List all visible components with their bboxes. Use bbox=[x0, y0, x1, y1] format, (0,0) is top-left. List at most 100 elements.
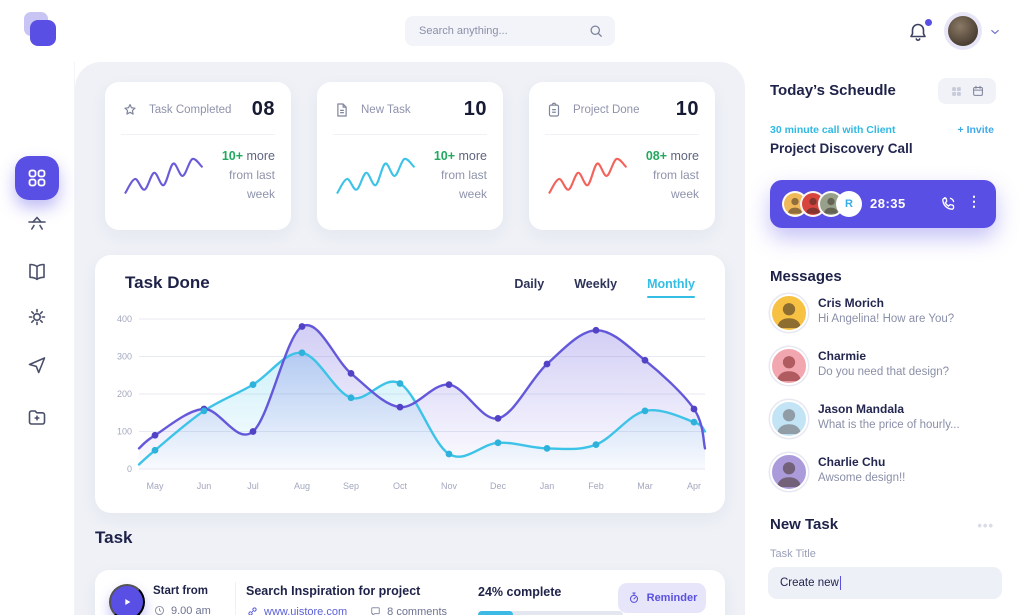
user-avatar[interactable] bbox=[944, 12, 982, 50]
stat-card-new-task: New Task 10 10+ more from last week bbox=[317, 82, 503, 230]
main-panel: Task Completed 08 10+ more from last wee… bbox=[75, 62, 745, 615]
task-title: Search Inspiration for project bbox=[246, 584, 421, 598]
schedule-subtitle: 30 minute call with Client bbox=[770, 124, 896, 136]
calendar-icon[interactable] bbox=[971, 84, 985, 98]
notifications-button[interactable] bbox=[906, 17, 934, 46]
delta-value: 10+ bbox=[221, 149, 244, 163]
task-comments[interactable]: 8 comments bbox=[369, 605, 447, 615]
schedule-title: Today’s Scheudle bbox=[770, 82, 896, 99]
clipboard-icon bbox=[545, 101, 563, 119]
right-sidebar: Today’s Scheudle 30 minute call with Cli… bbox=[745, 62, 1024, 615]
new-task-title: New Task bbox=[770, 516, 839, 533]
tab-monthly[interactable]: Monthly bbox=[647, 277, 695, 298]
call-more-icon[interactable]: ⋮ bbox=[967, 193, 982, 209]
task-title-input[interactable]: Create new bbox=[768, 567, 1002, 599]
svg-text:Sep: Sep bbox=[343, 481, 359, 491]
avatar bbox=[770, 453, 808, 491]
grid-view-icon[interactable] bbox=[950, 85, 963, 98]
active-call-bar[interactable]: R 28:35 ⋮ bbox=[770, 180, 996, 228]
divider bbox=[121, 134, 275, 135]
invite-button[interactable]: + Invite bbox=[957, 124, 994, 136]
cyan-series-point bbox=[690, 418, 698, 426]
purple-series-point bbox=[494, 414, 502, 422]
purple-series-point bbox=[249, 428, 257, 435]
cyan-series-point bbox=[445, 450, 453, 458]
stat-label: Project Done bbox=[573, 103, 640, 116]
message-item[interactable]: Jason Mandala What is the price of hourl… bbox=[770, 400, 1000, 444]
app-logo-icon[interactable] bbox=[18, 8, 62, 52]
folder-plus-icon bbox=[28, 410, 46, 425]
delta-rest: more bbox=[455, 149, 487, 163]
message-item[interactable]: Charmie Do you need that design? bbox=[770, 347, 1000, 391]
sparkline-row: 10+ more from last week bbox=[333, 147, 487, 204]
schedule-view-switcher[interactable] bbox=[938, 78, 996, 104]
profile-menu-chevron[interactable] bbox=[988, 25, 1002, 44]
search-input[interactable] bbox=[419, 25, 587, 37]
progress-bar bbox=[478, 611, 623, 615]
stat-value: 08 bbox=[251, 98, 275, 120]
sidebar-item-projects[interactable] bbox=[25, 405, 49, 429]
play-icon bbox=[125, 599, 131, 605]
cyan-series-point bbox=[347, 394, 355, 402]
avatar bbox=[770, 400, 808, 438]
avatar bbox=[770, 347, 808, 385]
person-silhouette-icon bbox=[805, 197, 821, 214]
play-button[interactable] bbox=[109, 584, 145, 615]
call-participants: R bbox=[782, 191, 862, 217]
svg-text:Jan: Jan bbox=[540, 481, 555, 491]
search-icon bbox=[587, 22, 605, 40]
delta-rest: more bbox=[667, 149, 699, 163]
avatar bbox=[770, 294, 808, 332]
sidebar-item-settings[interactable] bbox=[25, 305, 49, 329]
svg-text:Mar: Mar bbox=[637, 481, 653, 491]
stat-delta-text: 10+ more from last week bbox=[206, 147, 275, 204]
delta-value: 08+ bbox=[645, 149, 668, 163]
call-timer: 28:35 bbox=[870, 196, 906, 211]
purple-series-point bbox=[396, 403, 404, 411]
sparkline-chart bbox=[336, 158, 415, 195]
delta-sub: from last week bbox=[652, 168, 699, 201]
svg-text:May: May bbox=[146, 481, 164, 491]
stat-card-header: Project Done 10 bbox=[545, 98, 699, 121]
sparkline-row: 08+ more from last week bbox=[545, 147, 699, 204]
start-from-label: Start from bbox=[153, 585, 208, 597]
search-bar[interactable] bbox=[405, 16, 615, 46]
gear-icon bbox=[28, 308, 46, 326]
event-title: Project Discovery Call bbox=[770, 141, 913, 156]
stat-label: New Task bbox=[361, 103, 411, 116]
divider bbox=[333, 134, 487, 135]
message-item[interactable]: Cris Morich Hi Angelina! How are You? bbox=[770, 294, 1000, 338]
new-task-more-icon[interactable]: ••• bbox=[977, 518, 994, 533]
task-link[interactable]: www.uistore.com bbox=[246, 605, 347, 615]
cyan-series-point bbox=[249, 381, 257, 389]
participant-avatar-initial: R bbox=[836, 191, 862, 217]
phone-icon[interactable] bbox=[939, 194, 958, 213]
reminder-button[interactable]: Reminder bbox=[618, 583, 706, 613]
task-row[interactable]: Start from 9.00 am Search Inspiration fo… bbox=[95, 570, 725, 615]
delta-value: 10+ bbox=[433, 149, 456, 163]
chevron-down-icon bbox=[991, 29, 999, 35]
purple-series-point bbox=[641, 356, 649, 364]
svg-text:Apr: Apr bbox=[687, 481, 701, 491]
dashboard-grid-icon bbox=[28, 169, 46, 187]
sidebar-item-send[interactable] bbox=[25, 353, 49, 377]
stat-card-header: New Task 10 bbox=[333, 98, 487, 121]
person-silhouette-icon bbox=[776, 462, 802, 488]
sidebar-item-library[interactable] bbox=[25, 260, 49, 284]
comment-icon bbox=[369, 605, 382, 615]
svg-text:Jun: Jun bbox=[197, 481, 212, 491]
stat-value: 10 bbox=[463, 98, 487, 120]
sidebar-item-dashboard[interactable] bbox=[15, 156, 59, 200]
message-preview: Awsome design!! bbox=[818, 472, 906, 484]
messages-title: Messages bbox=[770, 268, 842, 285]
stat-delta-text: 10+ more from last week bbox=[418, 147, 487, 204]
cyan-series-point bbox=[543, 444, 551, 452]
tab-daily[interactable]: Daily bbox=[514, 277, 545, 291]
tab-weekly[interactable]: Weekly bbox=[574, 277, 618, 291]
message-item[interactable]: Charlie Chu Awsome design!! bbox=[770, 453, 1000, 497]
sidebar-item-design-tools[interactable] bbox=[25, 211, 49, 235]
message-preview: What is the price of hourly... bbox=[818, 419, 960, 431]
avatar-photo bbox=[948, 16, 978, 46]
progress-label: 24% complete bbox=[478, 585, 562, 599]
